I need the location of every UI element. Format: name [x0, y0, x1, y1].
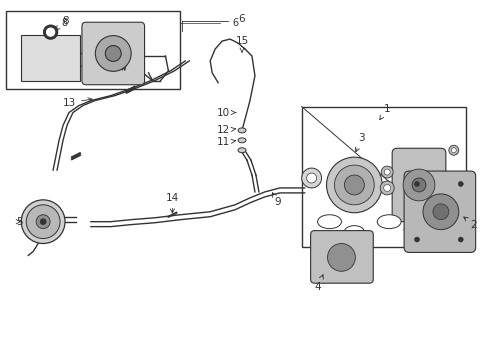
- Circle shape: [105, 46, 121, 62]
- Text: 8: 8: [55, 16, 69, 30]
- Text: 7: 7: [119, 51, 126, 70]
- Ellipse shape: [238, 128, 245, 133]
- Circle shape: [43, 25, 58, 39]
- Circle shape: [414, 181, 419, 186]
- Circle shape: [457, 237, 462, 242]
- Text: 5: 5: [16, 217, 22, 227]
- Ellipse shape: [376, 215, 400, 229]
- Circle shape: [411, 178, 425, 192]
- Circle shape: [380, 181, 393, 195]
- Circle shape: [40, 219, 46, 225]
- FancyBboxPatch shape: [403, 171, 475, 252]
- Text: 7: 7: [117, 51, 124, 70]
- Text: 13: 13: [62, 98, 92, 108]
- Circle shape: [26, 205, 60, 239]
- Circle shape: [327, 243, 355, 271]
- FancyBboxPatch shape: [82, 22, 144, 85]
- Text: 2: 2: [463, 217, 476, 230]
- Circle shape: [457, 181, 462, 186]
- Circle shape: [21, 200, 65, 243]
- FancyBboxPatch shape: [310, 231, 372, 283]
- Text: 4: 4: [314, 275, 323, 292]
- Circle shape: [95, 36, 131, 71]
- Text: 8: 8: [54, 18, 67, 30]
- Ellipse shape: [238, 138, 245, 143]
- Text: 10: 10: [217, 108, 235, 117]
- Ellipse shape: [238, 148, 245, 153]
- Circle shape: [344, 175, 364, 195]
- Circle shape: [422, 194, 458, 230]
- Text: 1: 1: [379, 104, 390, 120]
- Ellipse shape: [403, 224, 423, 235]
- Text: 15: 15: [235, 36, 248, 52]
- Circle shape: [326, 157, 382, 213]
- Circle shape: [384, 169, 389, 175]
- Circle shape: [306, 173, 316, 183]
- Circle shape: [402, 169, 434, 201]
- Circle shape: [383, 184, 390, 192]
- Bar: [6, 11, 180, 89]
- Circle shape: [46, 28, 55, 36]
- FancyBboxPatch shape: [391, 148, 445, 222]
- Text: 14: 14: [165, 193, 179, 213]
- Ellipse shape: [344, 226, 364, 238]
- Circle shape: [301, 168, 321, 188]
- Bar: [301, 107, 465, 247]
- Circle shape: [432, 204, 448, 220]
- Circle shape: [36, 215, 50, 229]
- Circle shape: [381, 166, 392, 178]
- Text: 11: 11: [216, 137, 235, 147]
- Text: 12: 12: [216, 125, 235, 135]
- Circle shape: [414, 237, 419, 242]
- Circle shape: [334, 165, 373, 205]
- Ellipse shape: [317, 215, 341, 229]
- Circle shape: [448, 145, 458, 155]
- Text: 9: 9: [272, 193, 281, 207]
- Text: 6: 6: [238, 14, 245, 24]
- Text: 3: 3: [355, 133, 364, 152]
- Text: 6: 6: [231, 18, 238, 28]
- FancyBboxPatch shape: [21, 35, 80, 81]
- Circle shape: [450, 148, 455, 153]
